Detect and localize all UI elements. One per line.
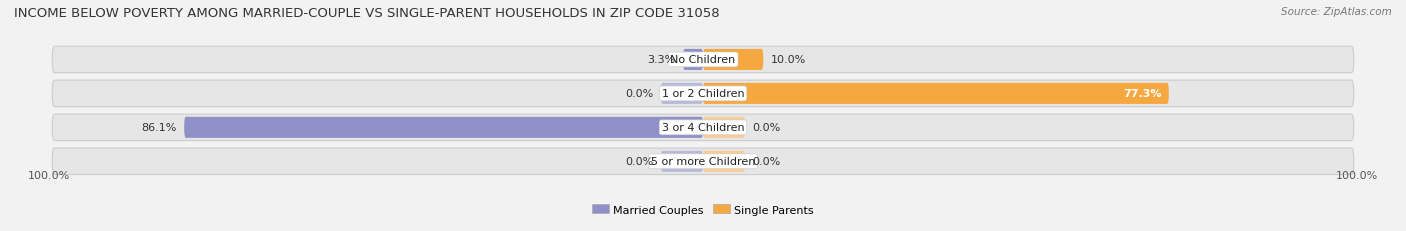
Text: No Children: No Children	[671, 55, 735, 65]
FancyBboxPatch shape	[683, 50, 703, 71]
Text: 100.0%: 100.0%	[28, 170, 70, 180]
FancyBboxPatch shape	[703, 50, 763, 71]
Text: 0.0%: 0.0%	[626, 157, 654, 167]
FancyBboxPatch shape	[703, 151, 745, 172]
FancyBboxPatch shape	[661, 151, 703, 172]
Text: 86.1%: 86.1%	[142, 123, 177, 133]
FancyBboxPatch shape	[703, 117, 745, 138]
Text: 0.0%: 0.0%	[752, 157, 780, 167]
FancyBboxPatch shape	[184, 117, 703, 138]
Text: 10.0%: 10.0%	[770, 55, 806, 65]
FancyBboxPatch shape	[52, 81, 1354, 107]
Text: 77.3%: 77.3%	[1123, 89, 1161, 99]
FancyBboxPatch shape	[661, 83, 703, 104]
Text: Source: ZipAtlas.com: Source: ZipAtlas.com	[1281, 7, 1392, 17]
Text: 100.0%: 100.0%	[1336, 170, 1378, 180]
FancyBboxPatch shape	[52, 148, 1354, 175]
Text: 3 or 4 Children: 3 or 4 Children	[662, 123, 744, 133]
FancyBboxPatch shape	[52, 115, 1354, 141]
FancyBboxPatch shape	[703, 83, 1168, 104]
Text: 0.0%: 0.0%	[626, 89, 654, 99]
FancyBboxPatch shape	[52, 47, 1354, 73]
Text: 5 or more Children: 5 or more Children	[651, 157, 755, 167]
Text: 3.3%: 3.3%	[648, 55, 676, 65]
Text: INCOME BELOW POVERTY AMONG MARRIED-COUPLE VS SINGLE-PARENT HOUSEHOLDS IN ZIP COD: INCOME BELOW POVERTY AMONG MARRIED-COUPL…	[14, 7, 720, 20]
Text: 0.0%: 0.0%	[752, 123, 780, 133]
Legend: Married Couples, Single Parents: Married Couples, Single Parents	[588, 200, 818, 219]
Text: 1 or 2 Children: 1 or 2 Children	[662, 89, 744, 99]
